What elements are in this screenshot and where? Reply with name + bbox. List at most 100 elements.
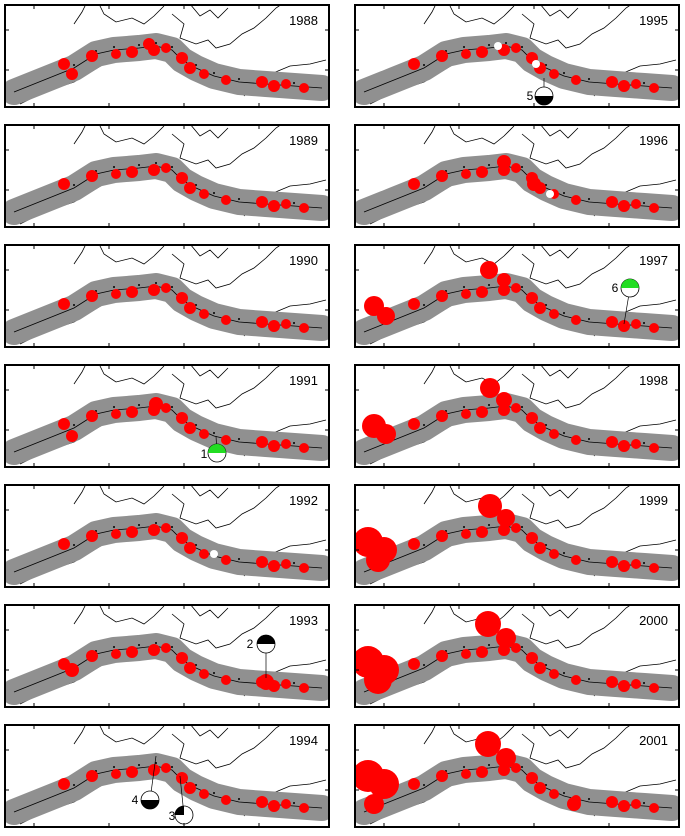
event-cluster bbox=[221, 75, 231, 85]
event-cluster bbox=[281, 679, 291, 689]
seismicity-map bbox=[4, 4, 330, 108]
island-dot bbox=[171, 166, 173, 168]
event-cluster bbox=[65, 663, 79, 677]
event-cluster bbox=[511, 643, 521, 653]
event-cluster bbox=[176, 292, 188, 304]
event-cluster bbox=[571, 315, 581, 325]
event-cluster bbox=[126, 46, 138, 58]
event-cluster bbox=[498, 524, 510, 536]
event-cluster bbox=[176, 652, 188, 664]
event-cluster bbox=[148, 644, 160, 656]
island-dot bbox=[195, 184, 197, 186]
seismicity-map: 2 bbox=[4, 604, 330, 708]
event-cluster bbox=[511, 763, 521, 773]
event-cluster bbox=[436, 50, 448, 62]
event-cluster bbox=[497, 509, 515, 527]
event-cluster bbox=[649, 83, 659, 93]
island-dot bbox=[171, 286, 173, 288]
event-cluster bbox=[268, 200, 280, 212]
island-dot bbox=[563, 792, 565, 794]
event-cluster bbox=[631, 559, 641, 569]
beachball-compressional-quadrant bbox=[257, 635, 275, 644]
event-cluster bbox=[299, 203, 309, 213]
event-cluster bbox=[126, 646, 138, 658]
map-panel-1993: 2 1993 bbox=[4, 604, 330, 708]
event-cluster bbox=[111, 769, 121, 779]
island-dot bbox=[171, 646, 173, 648]
island-dot bbox=[155, 282, 157, 284]
island-dot bbox=[293, 202, 295, 204]
event-cluster bbox=[476, 166, 488, 178]
event-cluster bbox=[176, 172, 188, 184]
island-dot bbox=[138, 44, 140, 46]
event-cluster bbox=[497, 273, 511, 287]
event-number-label: 3 bbox=[169, 809, 176, 823]
island-dot bbox=[73, 424, 75, 426]
event-cluster bbox=[66, 430, 78, 442]
event-cluster bbox=[256, 556, 268, 568]
panel-year-label: 1991 bbox=[289, 373, 318, 388]
focal-mechanism-beachball bbox=[534, 86, 554, 106]
event-number-label: 6 bbox=[612, 281, 619, 295]
event-cluster bbox=[496, 748, 516, 768]
island-dot bbox=[643, 802, 645, 804]
event-cluster bbox=[649, 203, 659, 213]
island-dot bbox=[588, 78, 590, 80]
island-dot bbox=[213, 432, 215, 434]
event-cluster bbox=[618, 560, 630, 572]
event-cluster bbox=[221, 435, 231, 445]
island-dot bbox=[238, 798, 240, 800]
panel-year-label: 1995 bbox=[639, 13, 668, 28]
island-dot bbox=[521, 286, 523, 288]
event-cluster bbox=[618, 680, 630, 692]
focal-mechanism-beachball bbox=[174, 805, 194, 825]
island-dot bbox=[643, 322, 645, 324]
coastline bbox=[369, 124, 677, 225]
event-cluster bbox=[199, 189, 209, 199]
event-cluster bbox=[364, 666, 392, 694]
island-dot bbox=[545, 424, 547, 426]
coastline bbox=[19, 364, 327, 465]
panel-year-label: 1992 bbox=[289, 493, 318, 508]
event-cluster bbox=[649, 803, 659, 813]
event-cluster bbox=[606, 76, 618, 88]
island-dot bbox=[171, 766, 173, 768]
island-dot bbox=[488, 524, 490, 526]
island-dot bbox=[73, 184, 75, 186]
island-dot bbox=[463, 766, 465, 768]
event-cluster bbox=[618, 320, 630, 332]
panel-year-label: 1988 bbox=[289, 13, 318, 28]
island-dot bbox=[293, 802, 295, 804]
map-panel-1990: 1990 bbox=[4, 244, 330, 348]
island-dot bbox=[113, 766, 115, 768]
event-cluster bbox=[571, 555, 581, 565]
event-cluster bbox=[526, 652, 538, 664]
beachball-compressional-quadrant bbox=[208, 444, 226, 453]
seismicity-map bbox=[4, 124, 330, 228]
event-cluster bbox=[549, 549, 559, 559]
event-cluster bbox=[148, 164, 160, 176]
event-cluster bbox=[631, 679, 641, 689]
event-cluster bbox=[299, 83, 309, 93]
event-cluster bbox=[408, 538, 420, 550]
island-dot bbox=[195, 424, 197, 426]
event-cluster bbox=[408, 778, 420, 790]
island-dot bbox=[545, 184, 547, 186]
panel-year-label: 1994 bbox=[289, 733, 318, 748]
island-dot bbox=[463, 526, 465, 528]
event-cluster bbox=[511, 43, 521, 53]
panel-frame bbox=[4, 244, 330, 348]
beachball-compressional-quadrant bbox=[535, 96, 553, 105]
island-dot bbox=[155, 642, 157, 644]
panel-frame bbox=[354, 724, 680, 828]
panel-frame bbox=[354, 604, 680, 708]
event-cluster bbox=[86, 170, 98, 182]
island-dot bbox=[423, 184, 425, 186]
island-dot bbox=[463, 166, 465, 168]
event-cluster bbox=[184, 62, 196, 74]
seismicity-map: 43 bbox=[4, 724, 330, 828]
event-cluster bbox=[618, 440, 630, 452]
island-dot bbox=[588, 798, 590, 800]
event-cluster bbox=[58, 778, 70, 790]
island-dot bbox=[213, 792, 215, 794]
